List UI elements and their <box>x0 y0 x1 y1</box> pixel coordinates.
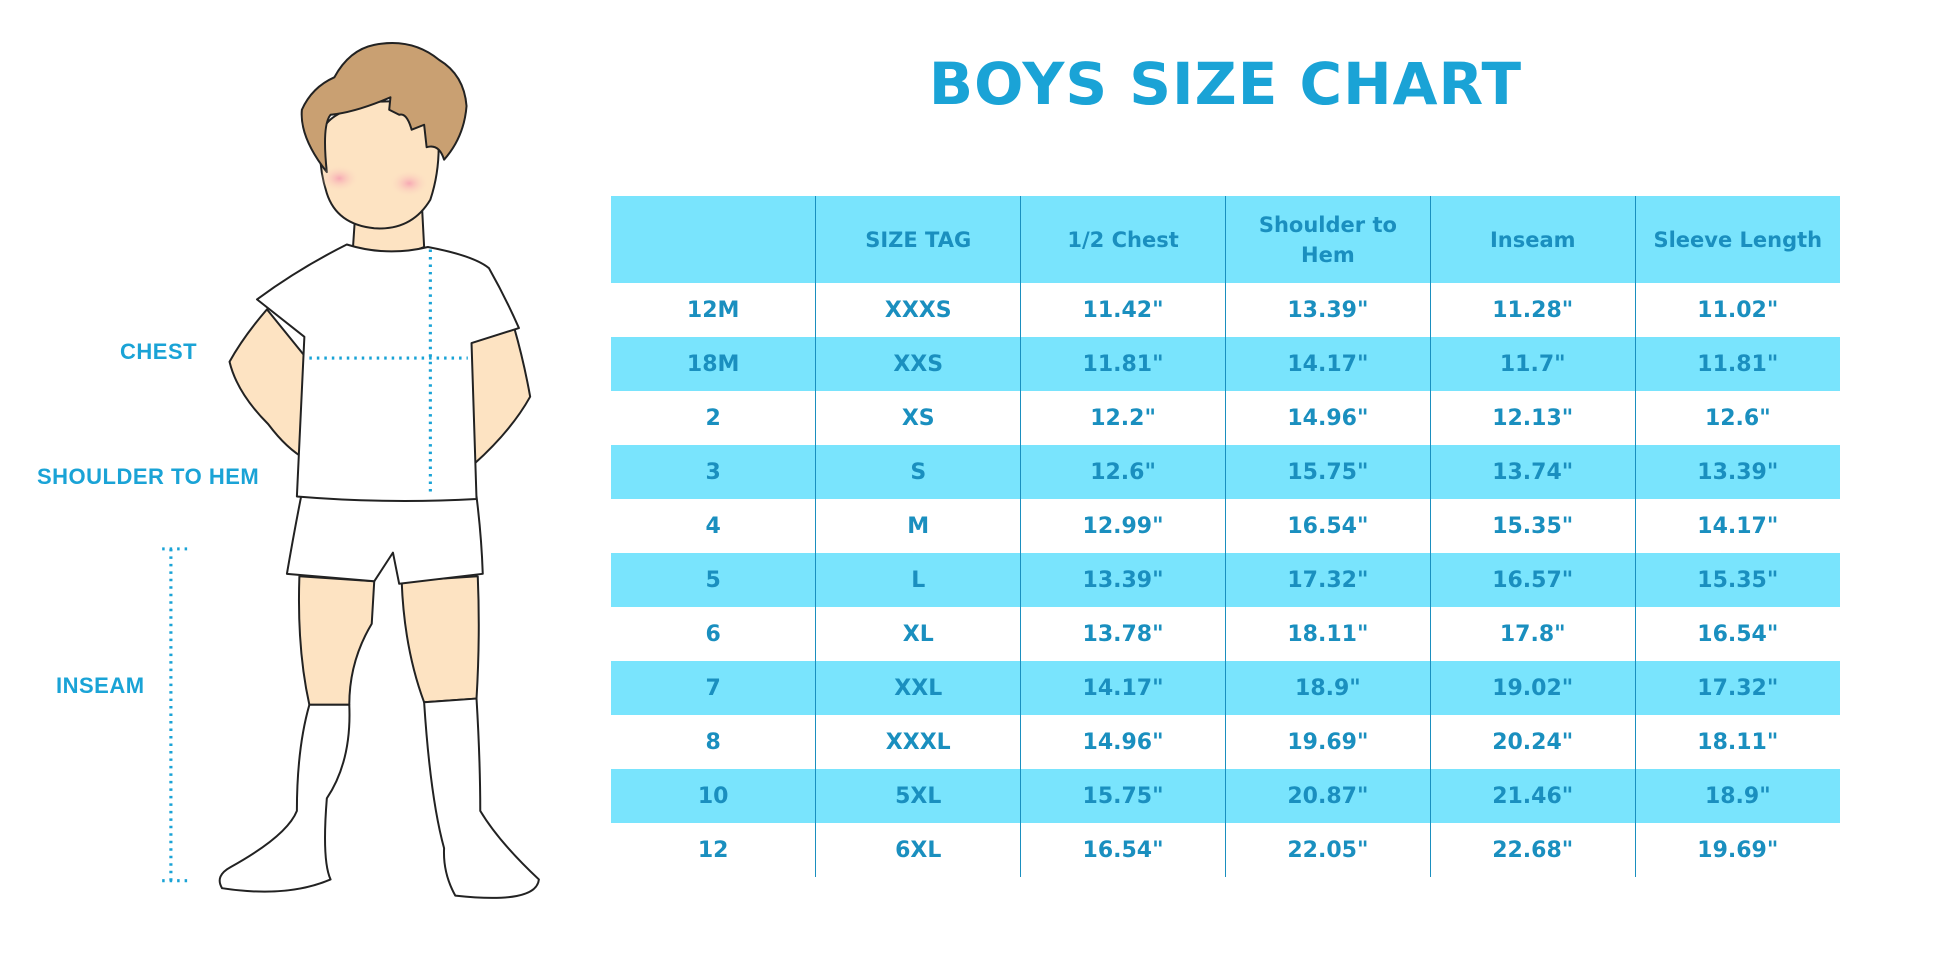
cell-inseam: 17.8" <box>1429 607 1636 661</box>
cell-inseam: 16.57" <box>1429 553 1636 607</box>
cell-shoulder-to-hem: 20.87" <box>1224 769 1431 823</box>
table-row: 7 XXL 14.17" 18.9" 19.02" 17.32" <box>611 661 1840 715</box>
cell-shoulder-to-hem: 14.17" <box>1224 337 1431 391</box>
cell-size-tag: XXL <box>815 661 1021 715</box>
shoulder-to-hem-label: SHOULDER TO HEM <box>37 464 260 489</box>
cell-size-tag: M <box>815 499 1021 553</box>
cell-shoulder-to-hem: 22.05" <box>1224 823 1431 877</box>
cell-sleeve-length: 13.39" <box>1634 445 1840 499</box>
cell-sleeve-length: 11.81" <box>1634 337 1840 391</box>
table-row: 2 XS 12.2" 14.96" 12.13" 12.6" <box>611 391 1840 445</box>
cell-sleeve-length: 15.35" <box>1634 553 1840 607</box>
cell-size-tag: XL <box>815 607 1021 661</box>
table-row: 4 M 12.99" 16.54" 15.35" 14.17" <box>611 499 1840 553</box>
cell-size: 6 <box>705 621 721 647</box>
cell-size-tag: XXXL <box>815 715 1021 769</box>
cell-half-chest: 13.39" <box>1020 553 1226 607</box>
cell-shoulder-to-hem: 19.69" <box>1224 715 1431 769</box>
cell-sleeve-length: 14.17" <box>1634 499 1840 553</box>
cell-half-chest: 12.2" <box>1020 391 1226 445</box>
cell-half-chest: 14.17" <box>1020 661 1226 715</box>
cell-half-chest: 15.75" <box>1020 769 1226 823</box>
cell-shoulder-to-hem: 17.32" <box>1224 553 1431 607</box>
cell-size-tag: L <box>815 553 1021 607</box>
cell-half-chest: 16.54" <box>1020 823 1226 877</box>
table-row: 3 S 12.6" 15.75" 13.74" 13.39" <box>611 445 1840 499</box>
cell-half-chest: 14.96" <box>1020 715 1226 769</box>
cell-half-chest: 11.81" <box>1020 337 1226 391</box>
inseam-label: INSEAM <box>56 673 145 698</box>
table-row: 12 6XL 16.54" 22.05" 22.68" 19.69" <box>611 823 1840 877</box>
page-title: BOYS SIZE CHART <box>928 50 1523 118</box>
cell-inseam: 11.7" <box>1429 337 1636 391</box>
right-arm <box>466 324 532 466</box>
cell-size-tag: S <box>815 445 1021 499</box>
header-shoulder-to-hem: Shoulder to Hem <box>1224 196 1431 283</box>
left-leg <box>297 575 376 706</box>
cell-inseam: 11.28" <box>1429 283 1636 337</box>
cell-sleeve-length: 18.9" <box>1634 769 1840 823</box>
cell-shoulder-to-hem: 16.54" <box>1224 499 1431 553</box>
cell-inseam: 20.24" <box>1429 715 1636 769</box>
size-table: SIZE TAG 1/2 Chest Shoulder to Hem Insea… <box>611 196 1840 877</box>
cell-half-chest: 13.78" <box>1020 607 1226 661</box>
cell-inseam: 19.02" <box>1429 661 1636 715</box>
cell-half-chest: 12.99" <box>1020 499 1226 553</box>
table-row: 6 XL 13.78" 18.11" 17.8" 16.54" <box>611 607 1840 661</box>
cell-inseam: 15.35" <box>1429 499 1636 553</box>
hair <box>300 42 468 174</box>
cell-inseam: 12.13" <box>1429 391 1636 445</box>
header-sleeve-length: Sleeve Length <box>1634 196 1840 283</box>
shirt <box>255 243 520 502</box>
cell-half-chest: 12.6" <box>1020 445 1226 499</box>
table-header-row: SIZE TAG 1/2 Chest Shoulder to Hem Insea… <box>611 196 1840 283</box>
cell-shoulder-to-hem: 15.75" <box>1224 445 1431 499</box>
table-row: 8 XXXL 14.96" 19.69" 20.24" 18.11" <box>611 715 1840 769</box>
left-arm <box>228 308 311 461</box>
cell-size-tag: 5XL <box>815 769 1021 823</box>
right-sock <box>423 697 540 899</box>
cell-size: 3 <box>611 445 816 499</box>
cell-size: 12M <box>686 297 740 323</box>
chest-label: CHEST <box>120 339 198 364</box>
cell-half-chest: 11.42" <box>1020 283 1226 337</box>
left-sock <box>218 703 351 893</box>
cell-size: 7 <box>611 661 816 715</box>
header-size-tag: SIZE TAG <box>815 196 1021 283</box>
cell-sleeve-length: 17.32" <box>1634 661 1840 715</box>
table-row: 12M XXXS 11.42" 13.39" 11.28" 11.02" <box>611 283 1840 337</box>
table-row: 5 L 13.39" 17.32" 16.57" 15.35" <box>611 553 1840 607</box>
cell-size: 2 <box>705 405 721 431</box>
cell-size-tag: XXS <box>815 337 1021 391</box>
cell-sleeve-length: 12.6" <box>1634 391 1840 445</box>
cell-shoulder-to-hem: 14.96" <box>1224 391 1431 445</box>
header-inseam: Inseam <box>1429 196 1636 283</box>
cell-size: 18M <box>611 337 816 391</box>
cell-size-tag: XS <box>815 391 1021 445</box>
header-half-chest: 1/2 Chest <box>1020 196 1226 283</box>
cell-size-tag: XXXS <box>815 283 1021 337</box>
cell-inseam: 22.68" <box>1429 823 1636 877</box>
cell-sleeve-length: 16.54" <box>1634 607 1840 661</box>
cell-inseam: 21.46" <box>1429 769 1636 823</box>
cell-size-tag: 6XL <box>815 823 1021 877</box>
cell-size: 8 <box>705 729 721 755</box>
cell-size: 5 <box>611 553 816 607</box>
header-size <box>611 196 816 283</box>
table-row: 18M XXS 11.81" 14.17" 11.7" 11.81" <box>611 337 1840 391</box>
right-leg <box>400 575 480 704</box>
table-row: 10 5XL 15.75" 20.87" 21.46" 18.9" <box>611 769 1840 823</box>
shorts <box>285 491 484 585</box>
cell-inseam: 13.74" <box>1429 445 1636 499</box>
cell-shoulder-to-hem: 18.11" <box>1224 607 1431 661</box>
cell-shoulder-to-hem: 18.9" <box>1224 661 1431 715</box>
cell-size: 4 <box>705 513 721 539</box>
cell-sleeve-length: 18.11" <box>1634 715 1840 769</box>
cell-size: 12 <box>697 837 729 863</box>
cell-sleeve-length: 19.69" <box>1634 823 1840 877</box>
cell-shoulder-to-hem: 13.39" <box>1224 283 1431 337</box>
cell-sleeve-length: 11.02" <box>1634 283 1840 337</box>
cell-size: 10 <box>611 769 816 823</box>
